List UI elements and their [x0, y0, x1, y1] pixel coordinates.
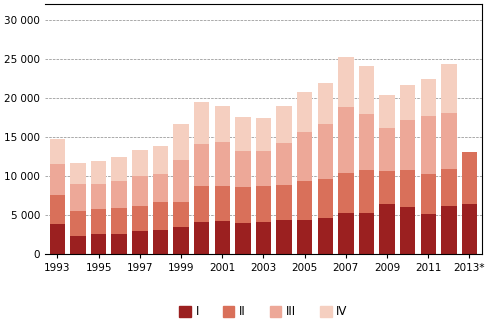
Bar	[91, 184, 107, 209]
Bar	[153, 230, 168, 254]
Bar	[215, 106, 230, 142]
Legend: I, II, III, IV: I, II, III, IV	[174, 300, 353, 323]
Bar	[359, 171, 374, 213]
Bar	[380, 95, 395, 128]
Bar	[111, 234, 127, 254]
Bar	[318, 83, 333, 124]
Bar	[421, 214, 436, 254]
Bar	[318, 179, 333, 218]
Bar	[194, 222, 209, 254]
Bar	[441, 113, 457, 169]
Bar	[441, 64, 457, 113]
Bar	[153, 146, 168, 174]
Bar	[256, 186, 271, 222]
Bar	[400, 120, 415, 170]
Bar	[173, 227, 189, 254]
Bar	[421, 79, 436, 116]
Bar	[70, 184, 86, 211]
Bar	[91, 161, 107, 184]
Bar	[132, 150, 147, 176]
Bar	[194, 186, 209, 222]
Bar	[111, 181, 127, 208]
Bar	[91, 209, 107, 234]
Bar	[359, 114, 374, 171]
Bar	[132, 231, 147, 254]
Bar	[235, 151, 250, 187]
Bar	[462, 152, 477, 204]
Bar	[173, 124, 189, 160]
Bar	[132, 206, 147, 231]
Bar	[194, 144, 209, 186]
Bar	[256, 118, 271, 151]
Bar	[50, 195, 65, 224]
Bar	[50, 224, 65, 254]
Bar	[256, 151, 271, 186]
Bar	[338, 173, 354, 214]
Bar	[380, 128, 395, 171]
Bar	[153, 202, 168, 230]
Bar	[111, 157, 127, 181]
Bar	[359, 66, 374, 114]
Bar	[276, 185, 292, 220]
Bar	[70, 163, 86, 184]
Bar	[297, 181, 312, 220]
Bar	[297, 132, 312, 181]
Bar	[276, 106, 292, 143]
Bar	[297, 92, 312, 132]
Bar	[380, 171, 395, 204]
Bar	[441, 206, 457, 254]
Bar	[235, 223, 250, 254]
Bar	[50, 139, 65, 164]
Bar	[91, 234, 107, 254]
Bar	[400, 170, 415, 207]
Bar	[338, 214, 354, 254]
Bar	[70, 211, 86, 236]
Bar	[380, 204, 395, 254]
Bar	[153, 174, 168, 202]
Bar	[70, 236, 86, 254]
Bar	[173, 160, 189, 202]
Bar	[318, 124, 333, 179]
Bar	[400, 207, 415, 254]
Bar	[421, 116, 436, 174]
Bar	[256, 222, 271, 254]
Bar	[400, 85, 415, 120]
Bar	[235, 117, 250, 151]
Bar	[297, 220, 312, 254]
Bar	[111, 208, 127, 234]
Bar	[421, 174, 436, 214]
Bar	[215, 221, 230, 254]
Bar	[318, 218, 333, 254]
Bar	[276, 220, 292, 254]
Bar	[338, 107, 354, 173]
Bar	[462, 204, 477, 254]
Bar	[215, 142, 230, 186]
Bar	[50, 164, 65, 195]
Bar	[173, 202, 189, 227]
Bar	[132, 176, 147, 206]
Bar	[338, 57, 354, 107]
Bar	[441, 169, 457, 206]
Bar	[235, 187, 250, 223]
Bar	[276, 143, 292, 185]
Bar	[215, 186, 230, 221]
Bar	[194, 102, 209, 144]
Bar	[359, 213, 374, 254]
